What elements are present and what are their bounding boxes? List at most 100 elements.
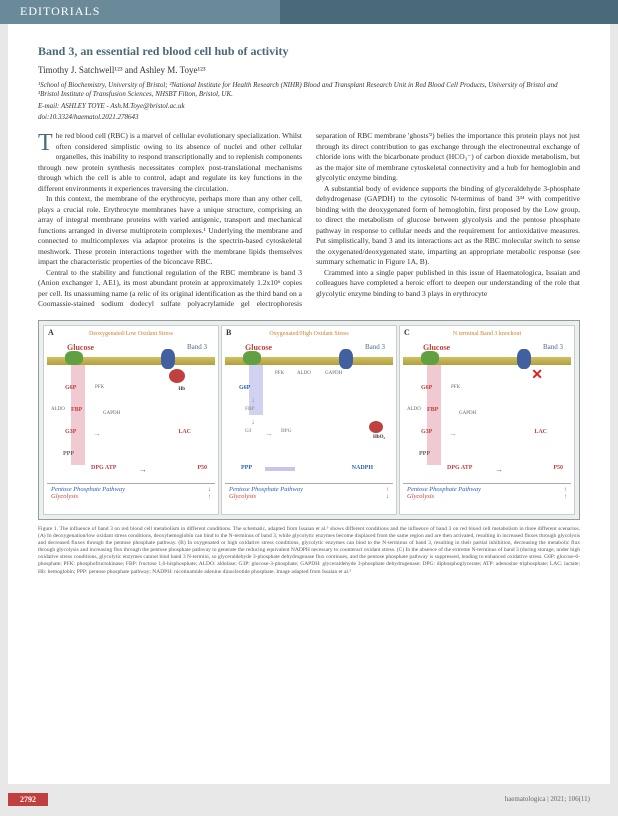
gly-arrow-b: ↓ [386, 493, 389, 500]
arrow-dpg-b: → [265, 429, 273, 438]
panel-c-diagram: Glucose Band 3 ✕ G6P PFK ALDO FBP GAPDH … [403, 339, 571, 479]
panel-a-label: A [46, 328, 56, 337]
blue-protein-a [161, 349, 175, 369]
green-protein-c [421, 351, 439, 365]
panel-a-diagram: Glucose Band 3 G6P PFK Hb ALDO FBP GAPDH… [47, 339, 215, 479]
ppp-a: PPP [63, 451, 74, 457]
para-4: A substantial body of evidence supports … [316, 184, 580, 268]
p50-a: P50 [197, 465, 207, 471]
aldo-c: ALDO [407, 407, 421, 412]
aldo-b: ALDO [297, 371, 311, 376]
ppp-line-a: Pentose Phosphate Pathway ↓ [47, 486, 215, 493]
hbo2-b: HbO₂ [373, 435, 385, 440]
arrow-g3-b: ↓ [251, 417, 255, 426]
page-content: Band 3, an essential red blood cell hub … [8, 24, 610, 784]
email: E-mail: ASHLEY TOYE - Ash.M.Toye@bristol… [38, 102, 580, 110]
knockout-x-icon: ✕ [531, 367, 543, 384]
gly-arrow-c: ↑ [564, 493, 567, 500]
arrow-lac-c: → [449, 429, 457, 438]
hb-a: Hb [178, 387, 185, 392]
gly-line-a: Glycolysis ↑ [47, 493, 215, 500]
hbo2-blob-b [369, 421, 383, 433]
arrow-p50-a: → [139, 465, 147, 474]
arrow-p50-c: → [495, 465, 503, 474]
arrow-fbp-b: ↓ [251, 395, 255, 404]
ppp-c: PPP [419, 451, 430, 457]
gapdh-a: GAPDH [103, 411, 120, 416]
section-label: EDITORIALS [0, 0, 280, 24]
dpg-c: DPG ATP [447, 465, 472, 471]
gly-label-b: Glycolysis [229, 493, 256, 500]
blue-protein-b [339, 349, 353, 369]
ppp-label-c: Pentose Phosphate Pathway [407, 486, 481, 493]
panel-c-title: N terminal Band 3 knockout [403, 331, 571, 337]
ppp-line-c: Pentose Phosphate Pathway ↑ [403, 486, 571, 493]
band3-c: Band 3 [543, 343, 563, 351]
authors: Timothy J. Satchwell¹²³ and Ashley M. To… [38, 65, 580, 75]
green-protein-a [65, 351, 83, 365]
pathway-box-a: Pentose Phosphate Pathway ↓ Glycolysis ↑ [47, 483, 215, 500]
panel-c-label: C [402, 328, 412, 337]
gly-arrow-a: ↑ [208, 493, 211, 500]
arrow-lac-a: → [93, 429, 101, 438]
pathway-box-b: Pentose Phosphate Pathway ↑ Glycolysis ↓ [225, 483, 393, 500]
gly-label-c: Glycolysis [407, 493, 434, 500]
pfk-a: PFK [95, 385, 104, 390]
article-title: Band 3, an essential red blood cell hub … [38, 44, 580, 59]
ppp-arrow-c: ↑ [564, 486, 567, 493]
gly-label-a: Glycolysis [51, 493, 78, 500]
g3-b: G3 [245, 429, 251, 434]
band3-b: Band 3 [365, 343, 385, 351]
fbp-c: FBP [427, 407, 438, 413]
affiliation: ¹School of Biochemistry, University of B… [38, 81, 580, 99]
dropcap: T [38, 131, 56, 153]
gly-line-c: Glycolysis ↑ [403, 493, 571, 500]
fbp-b: FBP [245, 407, 254, 412]
panel-a: A Deoxygenated/Low Oxidant Stress Glucos… [43, 325, 219, 515]
section-text: EDITORIALS [20, 4, 100, 18]
panel-b-title: Oxygenated/High Oxidant Stress [225, 331, 393, 337]
hb-blob-a [169, 369, 185, 383]
ppp-label-b: Pentose Phosphate Pathway [229, 486, 303, 493]
para-2: In this context, the membrane of the ery… [38, 194, 302, 268]
panel-b: B Oxygenated/High Oxidant Stress Glucose… [221, 325, 397, 515]
para-1: The red blood cell (RBC) is a marvel of … [38, 131, 302, 194]
body-text: The red blood cell (RBC) is a marvel of … [38, 131, 580, 310]
panel-a-title: Deoxygenated/Low Oxidant Stress [47, 331, 215, 337]
doi: doi:10.3324/haematol.2021.278643 [38, 113, 580, 121]
nadph-arrow-b [265, 467, 295, 471]
flux-arrow-a [71, 365, 85, 465]
gapdh-b: GAPDH [325, 371, 342, 376]
header-bar: EDITORIALS [0, 0, 618, 24]
blue-protein-c [517, 349, 531, 369]
lac-a: LAC [178, 429, 191, 435]
footer: 2792 haematologica | 2021; 106(11) [8, 790, 610, 808]
dpg-a: DPG ATP [91, 465, 116, 471]
gly-line-b: Glycolysis ↓ [225, 493, 393, 500]
g6p-b: G6P [239, 385, 250, 391]
dpg-b: DPG [281, 429, 292, 434]
ppp-b: PPP [241, 465, 252, 471]
g3p-c: G3P [421, 429, 432, 435]
panel-c: C N terminal Band 3 knockout Glucose Ban… [399, 325, 575, 515]
pfk-b: PFK [275, 371, 284, 376]
page-number: 2792 [8, 793, 48, 806]
g6p-c: G6P [421, 385, 432, 391]
band3-a: Band 3 [187, 343, 207, 351]
figure-1: A Deoxygenated/Low Oxidant Stress Glucos… [38, 320, 580, 520]
ppp-label-a: Pentose Phosphate Pathway [51, 486, 125, 493]
pathway-box-c: Pentose Phosphate Pathway ↑ Glycolysis ↑ [403, 483, 571, 500]
para-5: Crammed into a single paper published in… [316, 268, 580, 300]
journal-info: haematologica | 2021; 106(11) [505, 795, 610, 803]
panel-b-label: B [224, 328, 233, 337]
lac-c: LAC [534, 429, 547, 435]
nadph-b: NADPH [352, 465, 373, 471]
gapdh-c: GAPDH [459, 411, 476, 416]
ppp-arrow-a: ↓ [208, 486, 211, 493]
flux-arrow-c [427, 365, 441, 465]
ppp-arrow-b: ↑ [386, 486, 389, 493]
ppp-line-b: Pentose Phosphate Pathway ↑ [225, 486, 393, 493]
g3p-a: G3P [65, 429, 76, 435]
panel-b-diagram: Glucose Band 3 G6P PFK ALDO GAPDH ↓ FBP … [225, 339, 393, 479]
green-protein-b [243, 351, 261, 365]
